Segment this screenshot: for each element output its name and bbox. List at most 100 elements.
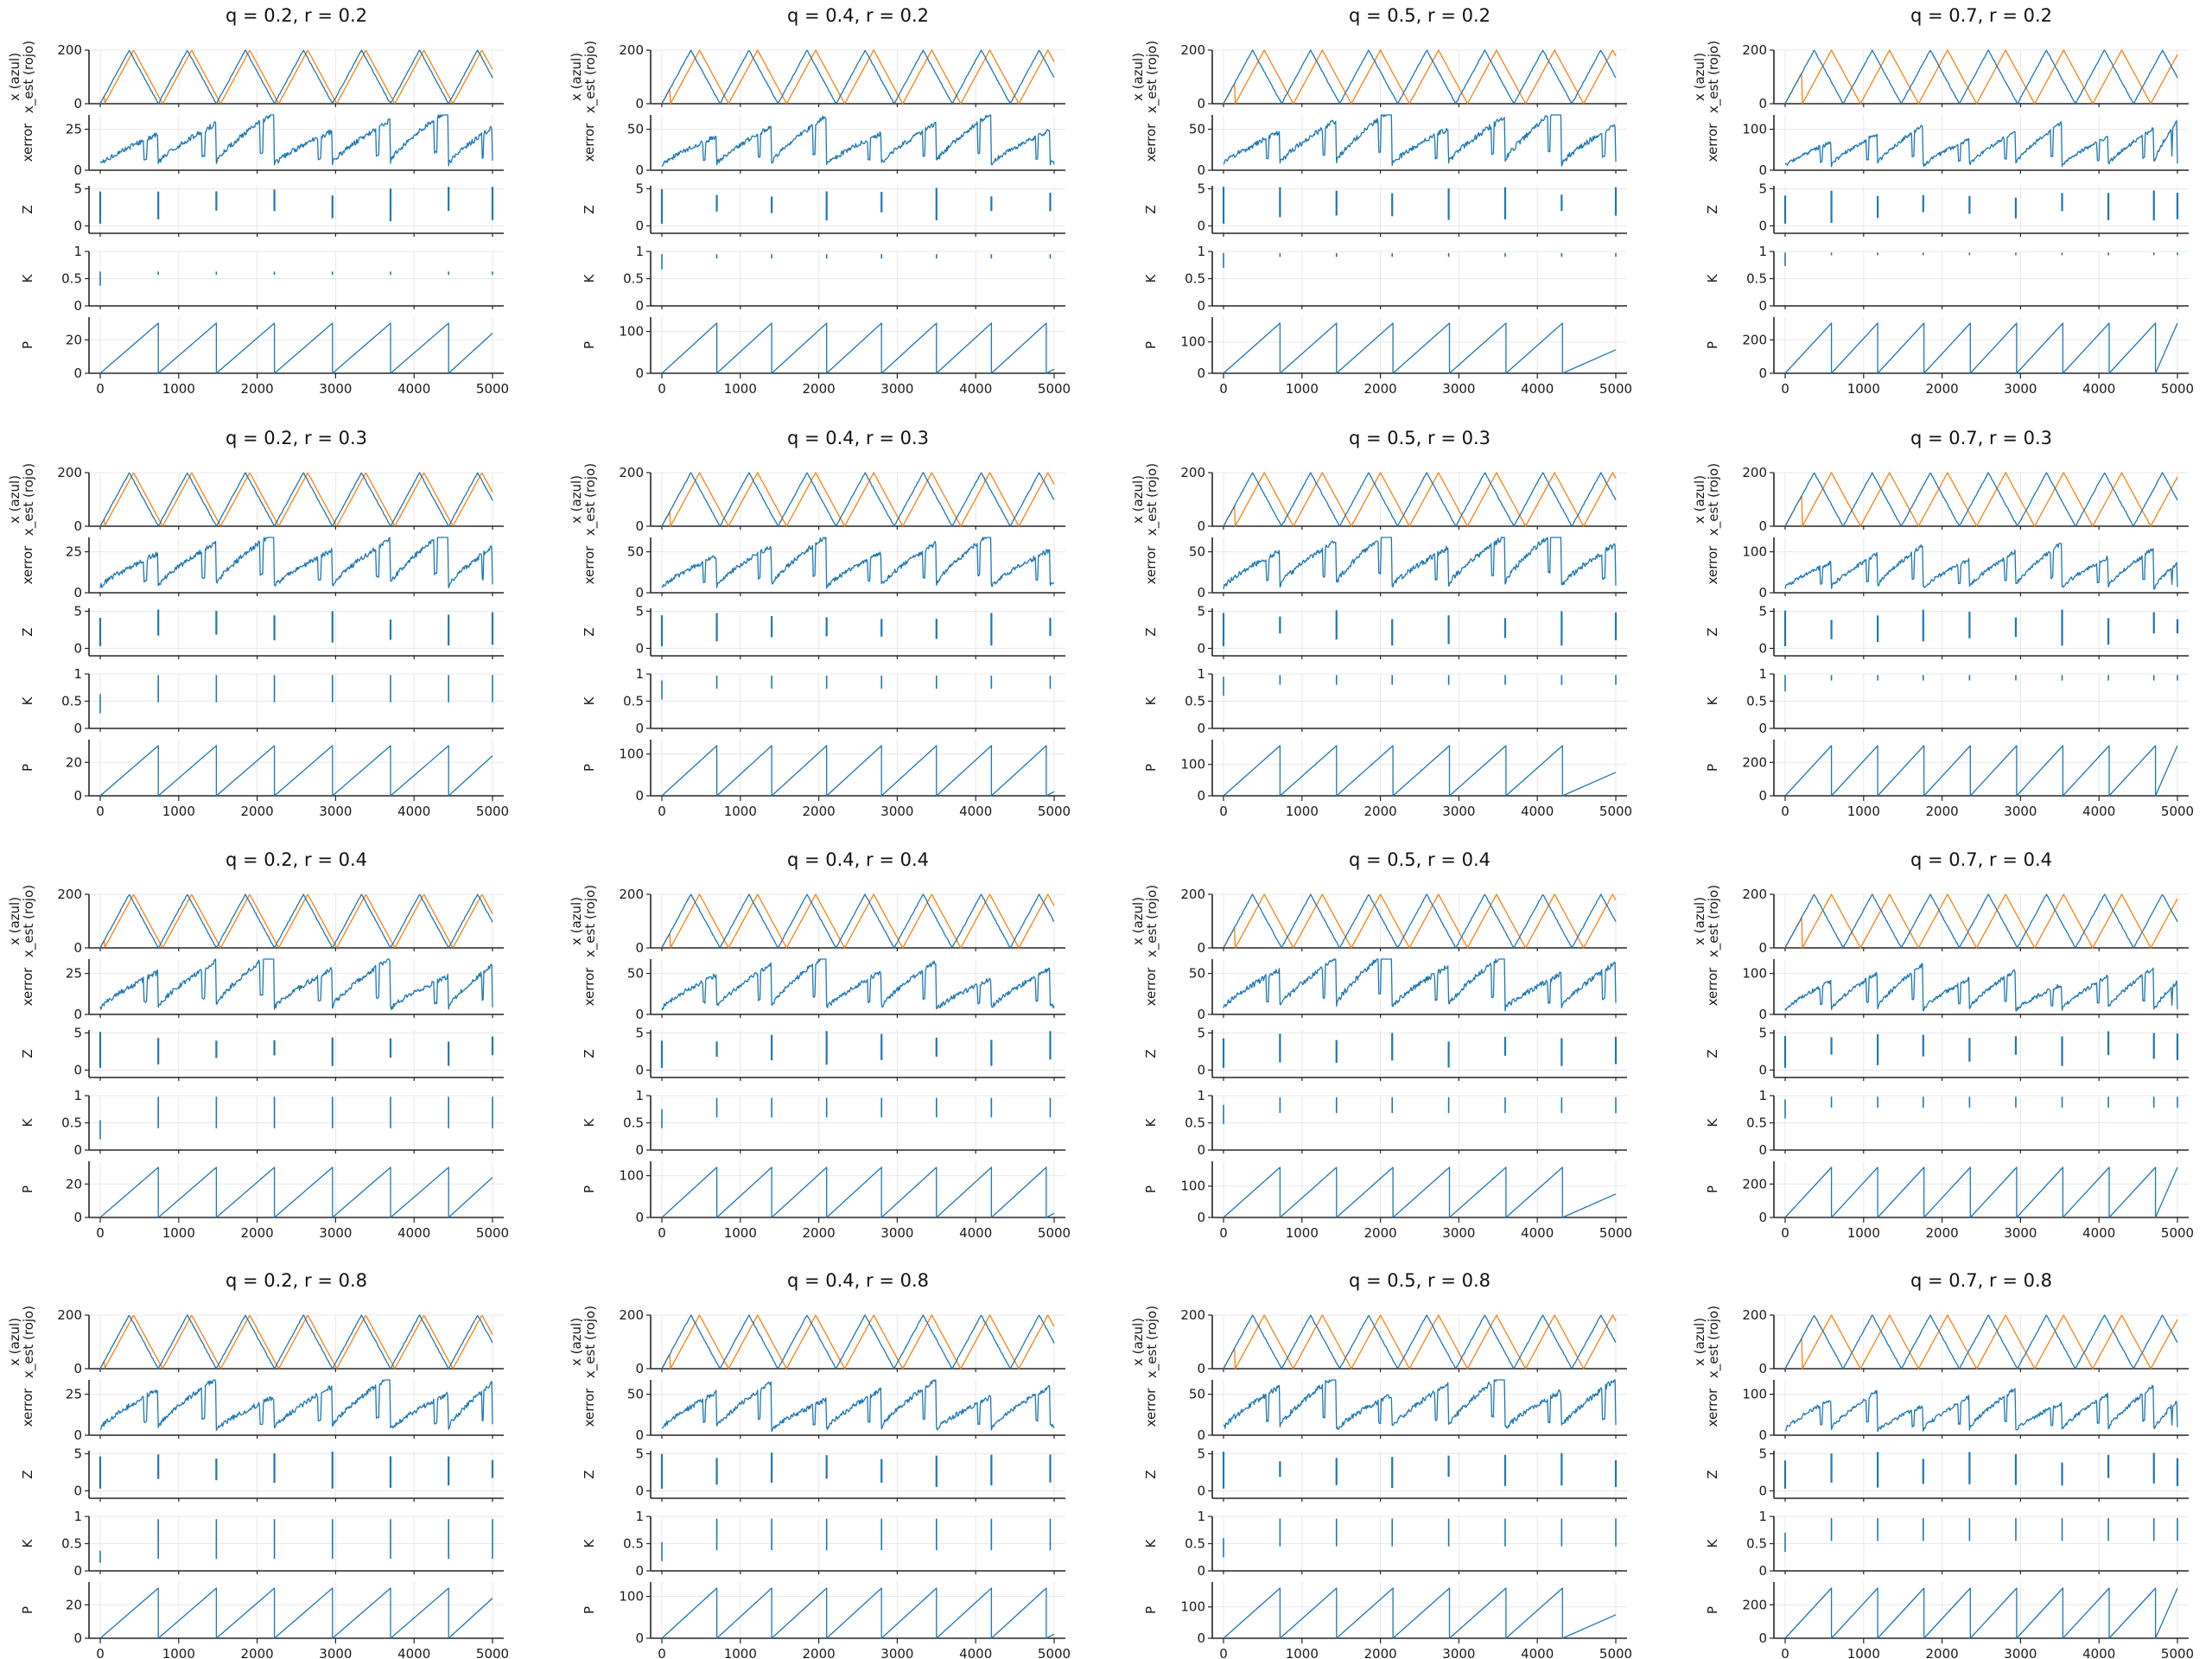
panel-r0-c1-xerror-ytick-label-0: 0: [635, 162, 644, 178]
panel-r0-c2-p-xtick-label-5: 5000: [1599, 381, 1632, 397]
panel-r3-c2-k-ytick-label-2: 1: [1197, 1509, 1205, 1524]
panel-r1-c3-title: q = 0.7, r = 0.3: [1910, 428, 2052, 448]
panel-r2-c2-z-ylabel-0: Z: [1143, 1049, 1159, 1058]
panel-r2-c0-title: q = 0.2, r = 0.4: [226, 849, 367, 870]
panel-r3-c2: q = 0.5, r = 0.8 0 200 x (azul)x_est (rojo)…: [1130, 1270, 1632, 1659]
panel-r2-c2-xerror-ytick-label-0: 0: [1197, 1007, 1205, 1022]
panel-r3-c3-k-ytick-label-1: 0.5: [1746, 1536, 1767, 1552]
panel-r3-c3-xerror-ytick-label-1: 100: [1742, 1387, 1767, 1402]
panel-r2-c0-k-ytick-label-2: 1: [73, 1088, 82, 1103]
panel-r2-c3-p-xtick-label-3: 3000: [2004, 1225, 2037, 1241]
panel-r1-c2-xerror-ytick-label-0: 0: [1197, 585, 1205, 601]
panel-r2-c0-p-line: [99, 1166, 493, 1218]
panel-r1-c1-p-ytick-label-1: 100: [619, 747, 644, 762]
panel-r0-c2-x-ytick-label-0: 0: [1197, 96, 1205, 111]
panel-r3-c1-p-line: [661, 1587, 1055, 1639]
panel-r3-c1-z-ytick-label-1: 5: [635, 1446, 644, 1461]
panel-r2-c2-p-ytick-label-0: 0: [1197, 1210, 1205, 1225]
panel-r0-c1-k-ylabel-0: K: [582, 273, 597, 283]
panel-r2-c0-k-ytick-label-0: 0: [73, 1142, 82, 1158]
panel-r2-c1-z-ytick-label-1: 5: [635, 1025, 644, 1040]
panel-r1-c3-xerror-ytick-label-0: 0: [1758, 585, 1767, 601]
panel-r2-c1-x-ytick-label-0: 0: [635, 940, 644, 956]
panel-r0-c0-x-ylabel-1: x_est (rojo): [21, 41, 37, 113]
panel-r0-c0-p-xtick-label-0: 0: [96, 381, 105, 397]
panel-r0-c1: q = 0.4, r = 0.2 0 200 x (azul)x_est (rojo)…: [569, 5, 1071, 397]
panel-r2-c2-x-ylabel-1: x_est (rojo): [1144, 885, 1160, 957]
panel-r1-c1-p-line: [661, 745, 1055, 797]
panel-r3-c2-p-xtick-label-0: 0: [1219, 1646, 1228, 1659]
panel-r1-c3-xerror-line: [1784, 543, 2178, 590]
panel-r3-c2-xerror-line: [1223, 1379, 1617, 1431]
panel-r1-c0-z-ylabel-0: Z: [20, 627, 35, 636]
panel-r1-c2-x-line: [1223, 472, 1617, 527]
panel-r1-c3-z-ylabel-0: Z: [1705, 627, 1720, 636]
panel-r2-c2-p-ytick-label-1: 100: [1180, 1179, 1205, 1194]
panel-r2-c2-x-est-line: [1223, 893, 1617, 949]
panel-r2-c1-p-ytick-label-0: 0: [635, 1210, 644, 1225]
panel-r2-c0-p-xtick-label-3: 3000: [319, 1225, 352, 1241]
panel-r3-c1-p-xtick-label-5: 5000: [1038, 1646, 1071, 1659]
panel-r2-c3-xerror-ytick-label-0: 0: [1758, 1007, 1767, 1022]
panel-r0-c2-p-xtick-label-3: 3000: [1442, 381, 1475, 397]
panel-r0-c3: q = 0.7, r = 0.2 0 200 x (azul)x_est (rojo)…: [1692, 5, 2194, 397]
panel-r0-c0-p-xtick-label-3: 3000: [319, 381, 352, 397]
panel-r3-c1-p-xtick-label-3: 3000: [880, 1646, 913, 1659]
panel-r1-c2-k-ylabel-0: K: [1143, 696, 1159, 705]
panel-r1-c3-p-ytick-label-0: 0: [1758, 788, 1767, 804]
panel-r1-c2-p-line: [1223, 745, 1617, 797]
panel-r2-c2-p-xtick-label-0: 0: [1219, 1225, 1228, 1241]
panel-r2-c0-xerror-line: [99, 958, 493, 1011]
panel-r2-c2-p-xtick-label-4: 4000: [1521, 1225, 1554, 1241]
panel-r0-c2-x-line: [1223, 49, 1617, 105]
panel-r0-c3-p-xtick-label-2: 2000: [1926, 381, 1959, 397]
panel-r0-c1-x-ylabel-1: x_est (rojo): [582, 41, 599, 113]
panel-r0-c2-z-ytick-label-1: 5: [1197, 181, 1205, 196]
panel-r1-c3-p-line: [1784, 745, 2178, 797]
panel-r3-c1-k-ytick-label-2: 1: [635, 1509, 644, 1524]
panel-r2-c0-p-xtick-label-4: 4000: [397, 1225, 430, 1241]
panel-r0-c1-p-xtick-label-0: 0: [658, 381, 666, 397]
panel-r1-c0-x-ytick-label-0: 0: [73, 518, 82, 534]
panel-r3-c0-x-ytick-label-1: 200: [57, 1307, 82, 1323]
panel-r2-c3-x-ytick-label-0: 0: [1758, 940, 1767, 956]
panel-r0-c3-x-est-line: [1784, 49, 2178, 105]
panel-r3-c3-p-xtick-label-0: 0: [1781, 1646, 1789, 1659]
panel-r2-c1-k-ylabel-0: K: [582, 1117, 597, 1127]
panel-r0-c2-xerror-line: [1223, 114, 1617, 167]
panel-r0-c3-z-ytick-label-1: 5: [1758, 181, 1767, 196]
panel-r0-c2-x-ytick-label-1: 200: [1180, 42, 1205, 58]
panel-r2-c2: q = 0.5, r = 0.4 0 200 x (azul)x_est (rojo)…: [1130, 849, 1632, 1241]
panel-r2-c2-k-ytick-label-1: 0.5: [1185, 1116, 1205, 1131]
panel-r2-c0-x-ylabel-0: x (azul): [7, 897, 22, 945]
panel-r2-c3-xerror-ytick-label-1: 100: [1742, 966, 1767, 982]
panel-r1-c1-x-est-line: [661, 472, 1055, 527]
panel-r1-c3-xerror-ylabel-0: xerror: [1705, 545, 1720, 585]
panel-r1-c2-xerror-ylabel-0: xerror: [1143, 545, 1159, 585]
panel-r1-c1-p-xtick-label-2: 2000: [803, 804, 836, 819]
panel-r3-c0-xerror-ylabel-0: xerror: [20, 1388, 35, 1427]
panel-r3-c0-p-ytick-label-0: 0: [73, 1630, 82, 1646]
panel-r1-c1-k-ylabel-0: K: [582, 696, 597, 705]
panel-r1-c2-x-ylabel-1: x_est (rojo): [1144, 463, 1160, 536]
panel-r1-c0-p-xtick-label-1: 1000: [162, 804, 195, 819]
panel-r0-c0-x-est-line: [99, 50, 493, 105]
panel-r1-c1-xerror-line: [661, 537, 1055, 589]
panel-r0-c0-title: q = 0.2, r = 0.2: [226, 5, 367, 26]
panel-r2-c1-p-xtick-label-1: 1000: [724, 1225, 757, 1241]
panel-r2-c3-x-ylabel-0: x (azul): [1692, 897, 1707, 945]
panel-r3-c2-p-xtick-label-2: 2000: [1364, 1646, 1397, 1659]
panel-r3-c3-k-ytick-label-0: 0: [1758, 1563, 1767, 1579]
panel-r3-c1-p-xtick-label-1: 1000: [724, 1646, 757, 1659]
panel-r3-c0-xerror-line: [99, 1379, 493, 1431]
panel-r3-c2-p-xtick-label-3: 3000: [1442, 1646, 1475, 1659]
panel-r0-c3-xerror-line: [1784, 120, 2178, 168]
panel-r1-c3-x-ylabel-1: x_est (rojo): [1706, 463, 1722, 536]
panel-r1-c1-x-ylabel-0: x (azul): [569, 475, 584, 524]
panel-r3-c3-xerror-line: [1784, 1384, 2178, 1433]
panel-r0-c2-p-xtick-label-2: 2000: [1364, 381, 1397, 397]
panel-r1-c0-x-est-line: [99, 473, 493, 527]
panel-r3-c1: q = 0.4, r = 0.8 0 200 x (azul)x_est (rojo)…: [569, 1270, 1071, 1659]
